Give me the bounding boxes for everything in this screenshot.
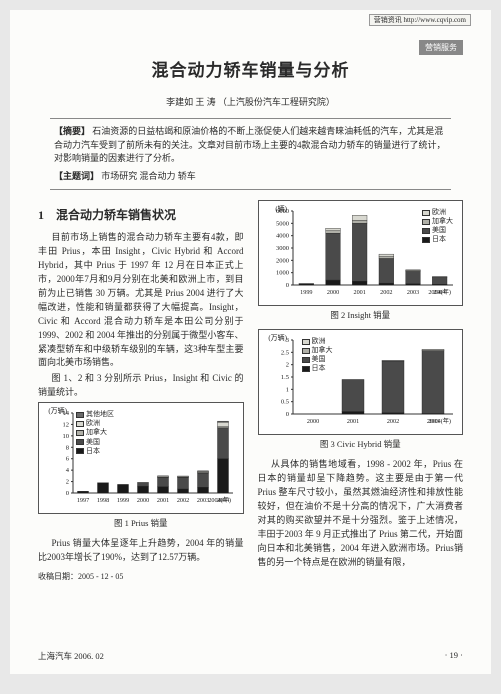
body-paragraph: 从具体的销售地域看，1998 - 2002 年，Prius 在日本的销量却呈下降… (258, 458, 464, 570)
left-column: 1 混合动力轿车销售状况 目前市场上销售的混合动力轿车主要有4款，即丰田 Pri… (38, 200, 244, 582)
page-footer: 上海汽车 2006. 02 · 19 · (38, 650, 463, 662)
corner-tag: 营销服务 (419, 40, 463, 55)
svg-text:1999: 1999 (300, 289, 312, 296)
page: 营销资讯 http://www.cqvip.com 营销服务 混合动力轿车销量与… (10, 10, 491, 674)
body-paragraph: 图 1、2 和 3 分别所示 Prius，Insight 和 Civic 的销量… (38, 372, 244, 400)
svg-text:(万辆): (万辆) (48, 407, 67, 415)
legend-item: 其他地区 (76, 410, 114, 419)
svg-text:8: 8 (66, 445, 69, 452)
section-1-heading: 1 混合动力轿车销售状况 (38, 206, 244, 223)
paper-title: 混合动力轿车销量与分析 (38, 56, 463, 81)
abstract-text: 石油资源的日益枯竭和原油价格的不断上涨促使人们越来越青睐油耗低的汽车，尤其是混合… (54, 126, 446, 163)
svg-text:10: 10 (63, 433, 70, 440)
svg-text:1: 1 (285, 386, 288, 393)
abstract-block: 【摘要】 石油资源的日益枯竭和原油价格的不断上涨促使人们越来越青睐油耗低的汽车，… (50, 118, 451, 190)
svg-text:4000: 4000 (276, 233, 289, 240)
svg-text:2002: 2002 (177, 497, 189, 504)
svg-text:0: 0 (285, 282, 288, 289)
svg-text:1.5: 1.5 (280, 374, 288, 381)
legend-item: 美国 (302, 355, 333, 364)
svg-text:2000: 2000 (137, 497, 149, 504)
chart-2-caption: 图 2 Insight 销量 (258, 309, 464, 321)
abstract-label: 【摘要】 (54, 126, 90, 136)
svg-text:2: 2 (285, 362, 288, 369)
footer-left: 上海汽车 2006. 02 (38, 650, 104, 662)
keywords: 【主题词】 市场研究 混合动力 轿车 (54, 170, 447, 184)
legend-item: 日本 (302, 364, 333, 373)
chart-3-svg: 00.511.522.53(万辆)20002001200220032004(年) (263, 334, 459, 430)
svg-text:0.5: 0.5 (280, 399, 288, 406)
legend-item: 欧洲 (302, 337, 333, 346)
svg-text:3000: 3000 (276, 245, 289, 252)
legend-item: 美国 (76, 438, 114, 447)
svg-text:2000: 2000 (306, 418, 318, 425)
url-tag: 营销资讯 http://www.cqvip.com (369, 14, 471, 26)
svg-text:0: 0 (285, 411, 288, 418)
chart-1-prius: 02468101214(万辆)1997199819992000200120022… (38, 402, 244, 514)
legend-item: 加拿大 (422, 217, 453, 226)
svg-text:2004(年): 2004(年) (428, 417, 451, 425)
svg-text:1997: 1997 (77, 497, 89, 504)
authors: 李建如 王 涛 （上汽股份汽车工程研究院） (38, 95, 463, 108)
svg-text:2001: 2001 (353, 289, 365, 296)
body-paragraph: Prius 销量大体呈逐年上升趋势，2004 年的销量比2003年增长了190%… (38, 537, 244, 565)
svg-text:1999: 1999 (117, 497, 129, 504)
chart-3-legend: 欧洲加拿大美国日本 (301, 336, 334, 374)
svg-text:2002: 2002 (386, 418, 398, 425)
svg-text:2002: 2002 (380, 289, 392, 296)
svg-text:(辆): (辆) (275, 205, 287, 213)
body-paragraph: 目前市场上销售的混合动力轿车主要有4款，即丰田 Prius，本田 Insight… (38, 231, 244, 370)
right-column: 0100020003000400050006000(辆)199920002001… (258, 200, 464, 582)
svg-text:1000: 1000 (276, 270, 289, 277)
svg-text:2: 2 (66, 479, 69, 486)
legend-item: 加拿大 (76, 428, 114, 437)
svg-text:2004(年): 2004(年) (428, 288, 451, 296)
received-date: 收稿日期：2005 - 12 - 05 (38, 571, 244, 582)
svg-text:6: 6 (66, 456, 70, 463)
legend-item: 欧洲 (422, 208, 453, 217)
svg-text:(万辆): (万辆) (268, 334, 287, 342)
chart-3-civic: 00.511.522.53(万辆)20002001200220032004(年)… (258, 329, 464, 435)
chart-2-legend: 欧洲加拿大美国日本 (421, 207, 454, 245)
chart-1-legend: 其他地区欧洲加拿大美国日本 (75, 409, 115, 456)
svg-text:2.5: 2.5 (280, 349, 288, 356)
legend-item: 日本 (422, 235, 453, 244)
chart-1-caption: 图 1 Prius 销量 (38, 517, 244, 529)
svg-text:2000: 2000 (326, 289, 338, 296)
keywords-text: 市场研究 混合动力 轿车 (101, 171, 196, 181)
svg-text:2004(年): 2004(年) (208, 496, 231, 504)
svg-text:12: 12 (63, 422, 70, 429)
keywords-label: 【主题词】 (54, 171, 99, 181)
chart-1-svg: 02468101214(万辆)1997199819992000200120022… (43, 407, 239, 509)
chart-2-insight: 0100020003000400050006000(辆)199920002001… (258, 200, 464, 306)
abstract: 【摘要】 石油资源的日益枯竭和原油价格的不断上涨促使人们越来越青睐油耗低的汽车，… (54, 125, 447, 166)
legend-item: 美国 (422, 226, 453, 235)
legend-item: 日本 (76, 447, 114, 456)
svg-text:4: 4 (66, 467, 70, 474)
legend-item: 加拿大 (302, 346, 333, 355)
footer-right: · 19 · (445, 650, 463, 662)
chart-3-caption: 图 3 Civic Hybrid 销量 (258, 438, 464, 450)
svg-text:2003: 2003 (406, 289, 418, 296)
svg-text:5000: 5000 (276, 220, 289, 227)
svg-text:2000: 2000 (276, 257, 289, 264)
svg-text:2001: 2001 (346, 418, 358, 425)
svg-text:0: 0 (66, 490, 69, 497)
svg-text:2001: 2001 (157, 497, 169, 504)
svg-text:1998: 1998 (97, 497, 109, 504)
two-column-body: 1 混合动力轿车销售状况 目前市场上销售的混合动力轿车主要有4款，即丰田 Pri… (38, 200, 463, 582)
